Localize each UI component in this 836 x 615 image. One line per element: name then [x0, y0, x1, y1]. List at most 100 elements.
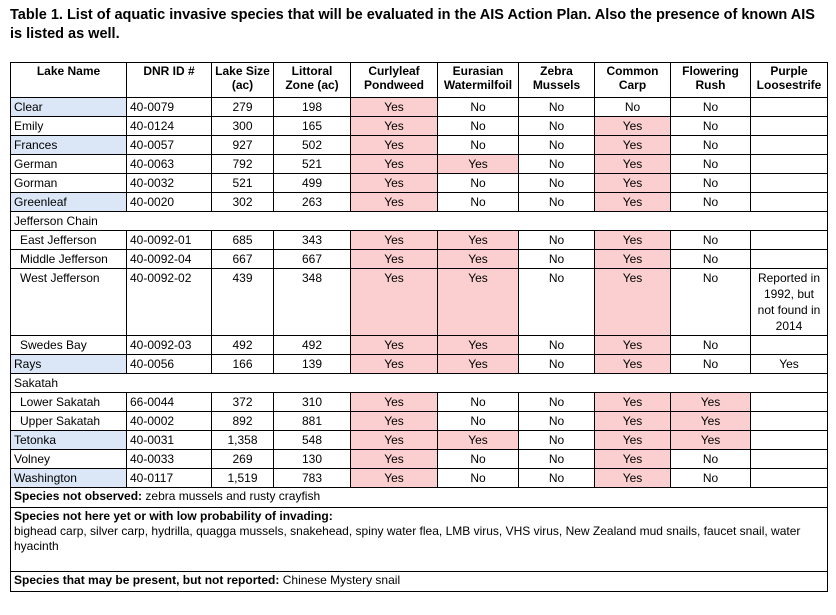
- table-cell: No: [670, 116, 751, 136]
- lake-name: Volney: [10, 449, 127, 469]
- table-cell: 667: [211, 249, 274, 269]
- table-cell: 40-0092-02: [126, 268, 212, 336]
- table-cell: 302: [211, 192, 274, 212]
- column-header: Flowering Rush: [670, 62, 751, 98]
- table-cell: 40-0092-01: [126, 230, 212, 250]
- table-cell: 40-0063: [126, 154, 212, 174]
- table-cell: No: [437, 192, 519, 212]
- note-row: Species that may be present, but not rep…: [10, 571, 828, 592]
- lake-name: Greenleaf: [10, 192, 127, 212]
- table-cell: Yes: [594, 135, 671, 155]
- table-cell: Yes: [594, 249, 671, 269]
- note: Species not observed: zebra mussels and …: [10, 487, 828, 508]
- table-cell: Reported in 1992, but not found in 2014: [750, 268, 828, 336]
- table-cell: Yes: [594, 449, 671, 469]
- table-cell: Yes: [350, 268, 438, 336]
- table-cell: Yes: [350, 135, 438, 155]
- table-cell: 66-0044: [126, 392, 212, 412]
- table-cell: [750, 392, 828, 412]
- data-row: Lower Sakatah 66-0044 372 310 Yes No No Yes Yes: [10, 392, 828, 412]
- table-cell: Yes: [350, 449, 438, 469]
- table-cell: No: [518, 249, 595, 269]
- column-header: Lake Size (ac): [211, 62, 274, 98]
- table-cell: Yes: [594, 411, 671, 431]
- table-cell: Yes: [437, 335, 519, 355]
- table-cell: Yes: [350, 411, 438, 431]
- table-title: Table 1. List of aquatic invasive specie…: [10, 7, 815, 42]
- table-cell: Yes: [594, 468, 671, 488]
- table-cell: 881: [273, 411, 351, 431]
- table-cell: No: [518, 392, 595, 412]
- table-cell: 40-0079: [126, 97, 212, 117]
- lake-name: Swedes Bay: [10, 335, 127, 355]
- lake-name: Middle Jefferson: [10, 249, 127, 269]
- data-row: Swedes Bay 40-0092-03 492 492 Yes Yes No Yes No: [10, 335, 828, 355]
- table-cell: [750, 468, 828, 488]
- table-cell: No: [670, 354, 751, 374]
- table-cell: [750, 411, 828, 431]
- table-cell: Yes: [594, 154, 671, 174]
- lake-name: Frances: [10, 135, 127, 155]
- table-cell: Yes: [350, 97, 438, 117]
- table-cell: No: [518, 335, 595, 355]
- table-cell: 499: [273, 173, 351, 193]
- table-cell: Yes: [750, 354, 828, 374]
- table-cell: 1,519: [211, 468, 274, 488]
- table-cell: Yes: [350, 154, 438, 174]
- table-cell: Yes: [670, 392, 751, 412]
- group-label: Sakatah: [10, 373, 828, 393]
- table-cell: No: [518, 354, 595, 374]
- table-cell: 40-0033: [126, 449, 212, 469]
- table-cell: [750, 135, 828, 155]
- data-row: Clear 40-0079 279 198 Yes No No No No: [10, 97, 828, 117]
- table-cell: 40-0032: [126, 173, 212, 193]
- column-header: Curlyleaf Pondweed: [350, 62, 438, 98]
- table-cell: No: [594, 97, 671, 117]
- table-cell: No: [437, 173, 519, 193]
- data-row: Frances 40-0057 927 502 Yes No No Yes No: [10, 135, 828, 155]
- table-cell: [750, 430, 828, 450]
- note-label: Species not here yet or with low probabi…: [14, 509, 333, 523]
- column-header: Zebra Mussels: [518, 62, 595, 98]
- table-cell: 372: [211, 392, 274, 412]
- table-cell: 139: [273, 354, 351, 374]
- table-cell: No: [670, 230, 751, 250]
- table-cell: No: [518, 230, 595, 250]
- table-cell: 40-0117: [126, 468, 212, 488]
- table-cell: Yes: [437, 268, 519, 336]
- table-cell: No: [518, 430, 595, 450]
- table-cell: Yes: [437, 430, 519, 450]
- table-cell: Yes: [594, 192, 671, 212]
- table-cell: 521: [211, 173, 274, 193]
- lake-name: East Jefferson: [10, 230, 127, 250]
- column-header: Common Carp: [594, 62, 671, 98]
- lake-name: Washington: [10, 468, 127, 488]
- table-cell: 492: [273, 335, 351, 355]
- table-cell: 502: [273, 135, 351, 155]
- table-cell: Yes: [670, 411, 751, 431]
- table-cell: No: [437, 468, 519, 488]
- note: Species not here yet or with low probabi…: [10, 507, 828, 572]
- data-row: German 40-0063 792 521 Yes Yes No Yes No: [10, 154, 828, 174]
- table-cell: 279: [211, 97, 274, 117]
- table-cell: No: [670, 268, 751, 336]
- header-row: Lake Name DNR ID # Lake Size (ac) Littoral …: [10, 62, 828, 98]
- table-cell: 40-0020: [126, 192, 212, 212]
- table-cell: No: [670, 249, 751, 269]
- table-cell: 783: [273, 468, 351, 488]
- table-cell: No: [670, 468, 751, 488]
- data-row: Emily 40-0124 300 165 Yes No No Yes No: [10, 116, 828, 136]
- column-header: DNR ID #: [126, 62, 212, 98]
- table-cell: No: [518, 268, 595, 336]
- data-row: Upper Sakatah 40-0002 892 881 Yes No No Yes Yes: [10, 411, 828, 431]
- table-cell: No: [437, 97, 519, 117]
- lake-name: Lower Sakatah: [10, 392, 127, 412]
- data-row: Greenleaf 40-0020 302 263 Yes No No Yes No: [10, 192, 828, 212]
- lake-name: German: [10, 154, 127, 174]
- table-cell: Yes: [350, 173, 438, 193]
- table-cell: 521: [273, 154, 351, 174]
- column-header: Lake Name: [10, 62, 127, 98]
- data-row: Washington 40-0117 1,519 783 Yes No No Yes No: [10, 468, 828, 488]
- data-row: Rays 40-0056 166 139 Yes Yes No Yes No Yes: [10, 354, 828, 374]
- table-cell: No: [437, 392, 519, 412]
